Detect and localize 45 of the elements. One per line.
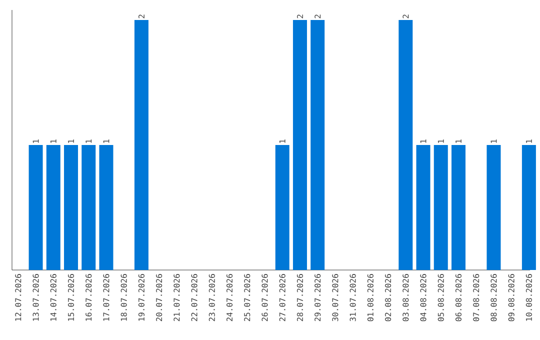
data-label: 1	[32, 140, 39, 143]
x-tick-label: 23.07.2026	[208, 274, 215, 322]
x-tick-label: 06.08.2026	[455, 274, 462, 322]
x-tick-label: 03.08.2026	[402, 274, 409, 322]
x-tick-label: 17.07.2026	[103, 274, 110, 321]
x-tick-label: 20.07.2026	[156, 274, 162, 322]
x-tick-label: 18.07.2026	[120, 274, 127, 321]
x-tick-label: 14.07.2026	[50, 274, 56, 321]
data-label: 1	[103, 140, 110, 143]
x-tick-label: 27.07.2026	[279, 274, 286, 322]
data-label: 1	[420, 140, 426, 143]
x-tick-label: 12.07.2026	[15, 274, 22, 321]
x-tick-label: 13.07.2026	[32, 274, 39, 321]
data-label: 1	[50, 140, 56, 143]
x-tick-label: 28.07.2026	[296, 274, 303, 322]
data-label: 1	[526, 140, 532, 143]
data-label: 2	[297, 14, 303, 18]
x-tick-label: 29.07.2026	[314, 274, 321, 322]
x-tick-label: 15.07.2026	[68, 274, 74, 321]
x-tick-label: 19.07.2026	[138, 274, 144, 321]
x-tick-label: 10.08.2026	[526, 274, 532, 321]
data-label: 1	[438, 140, 444, 143]
data-label: 1	[490, 140, 497, 143]
data-label: 1	[456, 140, 462, 143]
x-tick-label: 22.07.2026	[191, 274, 198, 322]
x-tick-label: 08.08.2026	[490, 274, 497, 322]
x-tick-label: 31.07.2026	[350, 274, 356, 322]
x-tick-label: 02.08.2026	[385, 274, 392, 322]
x-tick-label: 04.08.2026	[420, 274, 426, 322]
data-label: 1	[279, 140, 286, 143]
data-label: 2	[138, 14, 144, 18]
x-tick-label: 26.07.2026	[262, 274, 268, 322]
x-tick-label: 24.07.2026	[226, 274, 233, 322]
x-tick-label: 25.07.2026	[244, 274, 250, 322]
x-tick-label: 21.07.2026	[174, 274, 180, 322]
data-label: 1	[68, 140, 74, 143]
data-label: 2	[314, 14, 321, 18]
x-tick-label: 01.08.2026	[367, 274, 374, 322]
x-tick-label: 16.07.2026	[86, 274, 92, 321]
data-label: 2	[402, 14, 409, 18]
data-label: 1	[86, 140, 92, 143]
x-tick-label: 05.08.2026	[438, 274, 444, 322]
x-tick-label: 09.08.2026	[508, 274, 514, 322]
x-tick-label: 07.08.2026	[473, 274, 480, 322]
x-tick-label: 30.07.2026	[332, 274, 338, 322]
